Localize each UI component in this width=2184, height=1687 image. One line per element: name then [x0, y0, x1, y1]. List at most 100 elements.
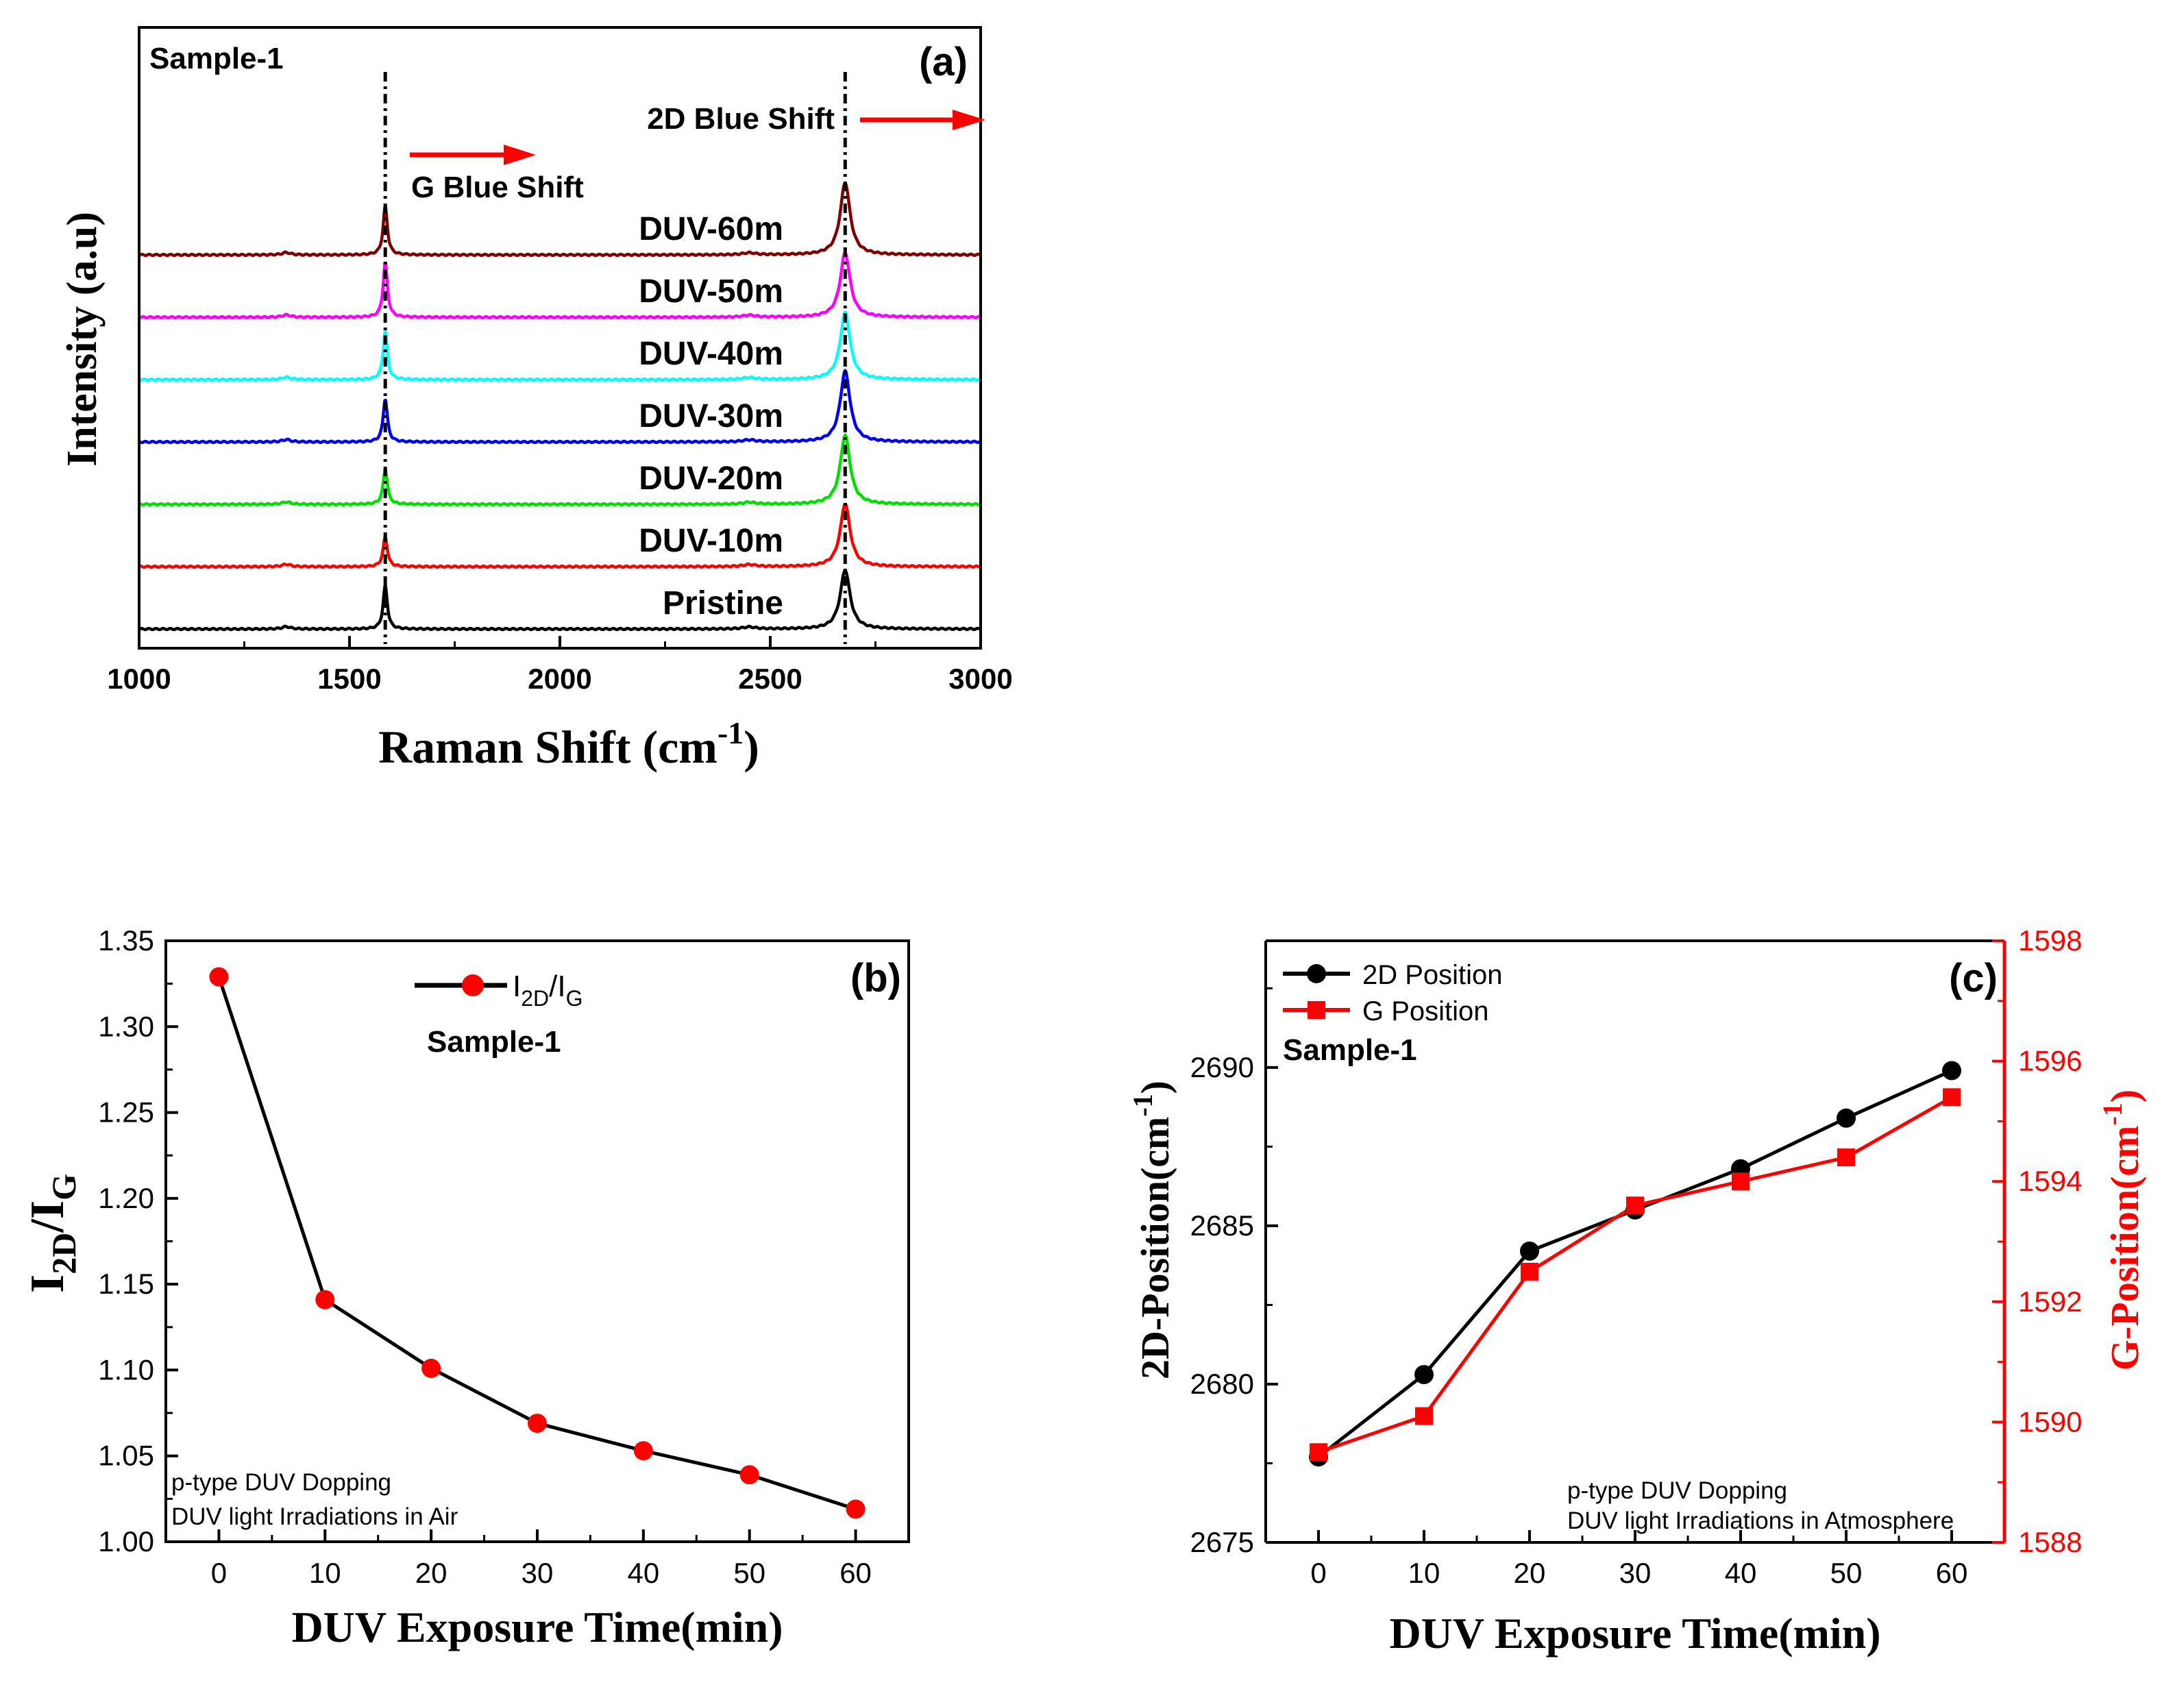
y-tick-label-b: 1.10	[98, 1353, 154, 1386]
x-tick-label-a: 3000	[948, 663, 1012, 695]
spectrum-pristine	[138, 569, 982, 632]
point-g-position	[1732, 1172, 1750, 1191]
legend-c: 2D Position G Position	[1283, 960, 1503, 1026]
x-tick-label-a: 2500	[738, 663, 802, 695]
series-label: DUV-30m	[639, 398, 783, 434]
spectrum-duv-30m	[138, 369, 982, 445]
legend-marker-g	[1308, 1001, 1325, 1019]
point-g-position	[1626, 1196, 1644, 1215]
annotation-g-blue-shift: G Blue Shift	[411, 171, 584, 204]
intensity-ratio-panel: 0 10 20 30 40 50 60 1.00 1.05 1.10 1.15 1.20 1.25 1.3…	[21, 924, 910, 1651]
y-tick-label-b: 1.35	[98, 924, 154, 957]
spectrum-duv-20m	[138, 433, 982, 507]
note-b-1: p-type DUV Dopping	[171, 1469, 391, 1496]
point-2d-position	[1837, 1108, 1856, 1128]
legend-label-b: I2D/IG	[513, 970, 582, 1011]
y-tick-label-b: 1.25	[98, 1096, 154, 1129]
panel-label-a: (a)	[919, 40, 968, 84]
spectrum-duv-10m	[138, 502, 982, 569]
legend-label-2d: 2D Position	[1362, 960, 1503, 990]
series-label: DUV-50m	[639, 273, 783, 310]
y-axis-title-a: Intensity (a.u)	[59, 212, 106, 467]
x-axis-title-b: DUV Exposure Time(min)	[291, 1603, 783, 1651]
point-2d-position	[1942, 1061, 1961, 1081]
spectrum-duv-50m	[138, 251, 982, 320]
panel-label-c: (c)	[1949, 956, 1998, 1000]
raman-spectra-panel: Sample-1 (a) 2D Blue Shift G Blue Shift …	[59, 26, 1013, 773]
arrow-2d-shift-head	[953, 110, 985, 130]
y-right-tick-label-c: 1594	[2018, 1165, 2082, 1197]
x-tick-label-c: 10	[1408, 1557, 1440, 1589]
panel-label-b: (b)	[850, 956, 901, 1000]
series-label: DUV-60m	[639, 211, 783, 247]
x-axis-title-c: DUV Exposure Time(min)	[1389, 1609, 1880, 1658]
ratio-point	[739, 1465, 759, 1485]
point-g-position	[1943, 1088, 1961, 1107]
y-axis-title-b: I2D/IG	[21, 1174, 83, 1293]
ratio-point	[528, 1414, 547, 1433]
y-left-tick-label-c: 2685	[1190, 1209, 1254, 1242]
x-tick-label-b: 20	[415, 1557, 447, 1589]
ratio-point	[846, 1499, 866, 1519]
plot-frame-a	[138, 26, 982, 650]
series-label: DUV-20m	[639, 460, 783, 497]
ratio-point	[421, 1358, 441, 1378]
spectrum-duv-60m	[138, 181, 982, 258]
legend-marker-b	[462, 974, 484, 996]
series-label: DUV-10m	[639, 523, 783, 559]
y-right-tick-label-c: 1588	[2018, 1526, 2082, 1558]
ratio-point	[633, 1441, 653, 1461]
x-tick-label-b: 40	[627, 1557, 659, 1589]
y-tick-label-b: 1.30	[98, 1010, 154, 1042]
spectrum-duv-40m	[138, 310, 982, 382]
x-tick-label-c: 0	[1310, 1557, 1326, 1589]
sample-label-b: Sample-1	[427, 1025, 561, 1059]
y-tick-label-b: 1.20	[98, 1182, 154, 1214]
point-2d-position	[1520, 1241, 1539, 1261]
x-tick-label-c: 50	[1830, 1557, 1863, 1589]
y-axis-title-left-c: 2D-Position(cm-1)	[1127, 1081, 1177, 1379]
peak-position-panel: 0 10 20 30 40 50 60 2675 2680 2685 2690 1588 1590 159…	[1127, 924, 2147, 1658]
x-tick-label-b: 10	[309, 1557, 341, 1589]
y-right-tick-label-c: 1592	[2018, 1285, 2082, 1318]
y-left-tick-label-c: 2690	[1190, 1051, 1254, 1083]
y-right-tick-label-c: 1598	[2018, 924, 2082, 957]
sample-label-c: Sample-1	[1283, 1033, 1417, 1067]
x-tick-label-b: 50	[733, 1557, 765, 1589]
note-c-2: DUV light Irradiations in Atmosphere	[1567, 1507, 1954, 1534]
y-right-tick-label-c: 1590	[2018, 1405, 2082, 1438]
x-tick-label-a: 1500	[317, 663, 381, 695]
y-tick-label-b: 1.15	[98, 1268, 154, 1300]
legend-label-g: G Position	[1362, 996, 1489, 1026]
y-left-tick-label-c: 2680	[1190, 1368, 1254, 1400]
ratio-point	[315, 1290, 335, 1309]
point-g-position	[1415, 1407, 1433, 1425]
note-c-1: p-type DUV Dopping	[1567, 1477, 1787, 1504]
legend-marker-2d	[1307, 964, 1326, 983]
legend-b: I2D/IG	[415, 970, 582, 1011]
y-left-tick-label-c: 2675	[1190, 1526, 1254, 1558]
point-g-position	[1521, 1262, 1538, 1281]
x-tick-label-c: 40	[1725, 1557, 1757, 1589]
y-tick-label-b: 1.00	[98, 1525, 154, 1557]
annotation-2d-blue-shift: 2D Blue Shift	[647, 102, 835, 136]
x-tick-label-a: 1000	[107, 663, 171, 695]
x-tick-label-b: 60	[839, 1557, 872, 1589]
ratio-point	[209, 967, 229, 987]
arrow-g-shift-head	[504, 145, 536, 165]
series-label: DUV-40m	[639, 336, 783, 372]
sample-label-a: Sample-1	[149, 42, 284, 75]
x-tick-label-c: 20	[1514, 1557, 1546, 1589]
point-g-position	[1310, 1443, 1327, 1462]
y-tick-label-b: 1.05	[98, 1440, 154, 1472]
point-2d-position	[1414, 1365, 1434, 1385]
y-right-tick-label-c: 1596	[2018, 1045, 2082, 1077]
point-g-position	[1837, 1148, 1855, 1167]
x-tick-label-c: 60	[1936, 1557, 1968, 1589]
x-tick-label-b: 30	[522, 1557, 554, 1589]
x-tick-label-a: 2000	[528, 663, 591, 695]
note-b-2: DUV light Irradiations in Air	[171, 1503, 458, 1530]
y-axis-title-right-c: G-Position(cm-1)	[2097, 1089, 2147, 1370]
x-tick-label-b: 0	[211, 1557, 227, 1589]
